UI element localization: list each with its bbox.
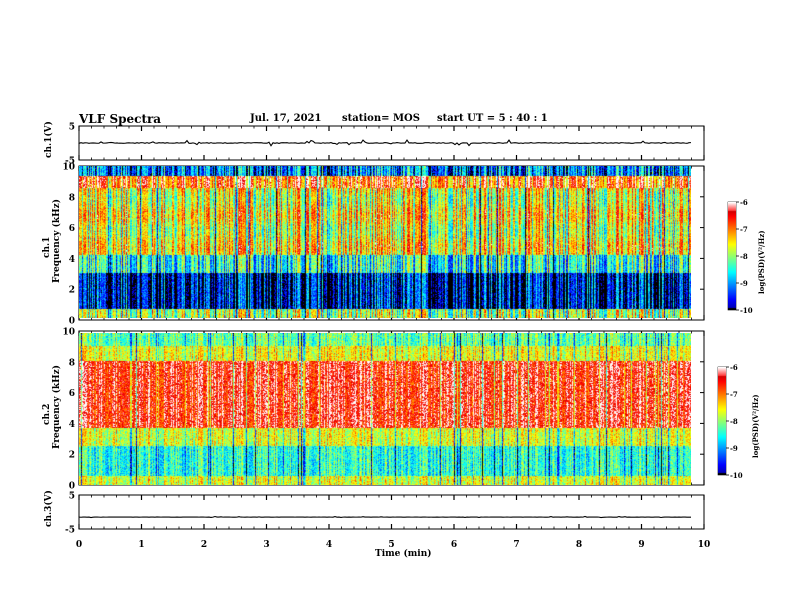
panel-3-ytick-label: 5 (69, 492, 75, 502)
panel-2-ytick-label: 10 (62, 328, 75, 338)
x-tick-label: 5 (388, 540, 394, 550)
panel-0-ytick-label: 5 (69, 123, 75, 133)
x-tick-label: 4 (326, 540, 332, 550)
ch2-spectrogram (79, 333, 691, 485)
ch2-spectrogram-ylabel-channel: ch.2 (42, 403, 52, 425)
ch1-colorbar (728, 202, 736, 310)
station-label: station= MOS (342, 113, 420, 124)
ch1-spectrogram-ylabel-channel: ch.1 (42, 236, 52, 258)
colorbar-1-tick-label: -8 (730, 417, 738, 426)
ch2-colorbar (718, 367, 726, 475)
colorbar-1-tick-label: -10 (730, 471, 743, 480)
panel-3-waveform-trace (78, 515, 692, 519)
panel-1-ytick-label: 2 (69, 286, 75, 296)
x-tick-label: 6 (451, 540, 457, 550)
colorbar-0-tick-label: -10 (740, 306, 753, 315)
panel-3-ytick-label: -5 (65, 526, 75, 536)
x-tick-label: 9 (638, 540, 644, 550)
panel-2-ytick-label: 0 (69, 482, 75, 492)
ch1-waveform-ylabel: ch.1(V) (44, 121, 54, 158)
figure-title: VLF Spectra (79, 112, 162, 126)
panel-2-ytick-label: 2 (69, 451, 75, 461)
x-tick-label: 1 (138, 540, 144, 550)
panel-1-ytick-label: 0 (69, 317, 75, 327)
start-time-label: start UT = 5 : 40 : 1 (437, 113, 548, 124)
panel-1-ytick-label: 6 (69, 224, 75, 234)
x-tick-label: 2 (201, 540, 207, 550)
x-tick-label: 3 (263, 540, 269, 550)
panel-0-waveform-trace (78, 139, 692, 147)
ch3-waveform-ylabel: ch.3(V) (44, 490, 54, 527)
panel-3-frame (78, 494, 705, 530)
ch1-spectrogram (79, 166, 691, 318)
colorbar-0-tick-label: -9 (740, 279, 748, 288)
panel-2-ytick-label: 6 (69, 389, 75, 399)
x-tick-label: 8 (576, 540, 582, 550)
colorbar-0-tick-label: -6 (740, 198, 748, 207)
panel-2-ytick-label: 4 (69, 420, 75, 430)
colorbar-0-tick-label: -8 (740, 252, 748, 261)
colorbar-1-tick-label: -7 (730, 390, 738, 399)
colorbar-1-tick-label: -6 (730, 363, 738, 372)
ch1-spectrogram-ylabel: Frequency (kHz) (52, 198, 62, 283)
panel-1-ytick-label: 8 (69, 193, 75, 203)
x-tick-label: 7 (513, 540, 519, 550)
panel-1-ytick-label: 4 (69, 255, 75, 265)
x-tick-label: 10 (698, 540, 711, 550)
ch2-colorbar-label: log(PSD)(V²/Hz) (751, 394, 760, 458)
date-label: Jul. 17, 2021 (250, 113, 322, 124)
x-tick-label: 0 (76, 540, 82, 550)
panel-1-ytick-label: 10 (62, 163, 75, 173)
x-axis-label: Time (min) (375, 549, 432, 559)
colorbar-1-tick-label: -9 (730, 444, 738, 453)
ch1-colorbar-label: log(PSD)(V²/Hz) (757, 230, 766, 294)
panel-0-ytick-label: -5 (65, 157, 75, 167)
colorbar-0-tick-label: -7 (740, 225, 748, 234)
panel-2-ytick-label: 8 (69, 358, 75, 368)
ch2-spectrogram-ylabel: Frequency (kHz) (52, 364, 62, 449)
